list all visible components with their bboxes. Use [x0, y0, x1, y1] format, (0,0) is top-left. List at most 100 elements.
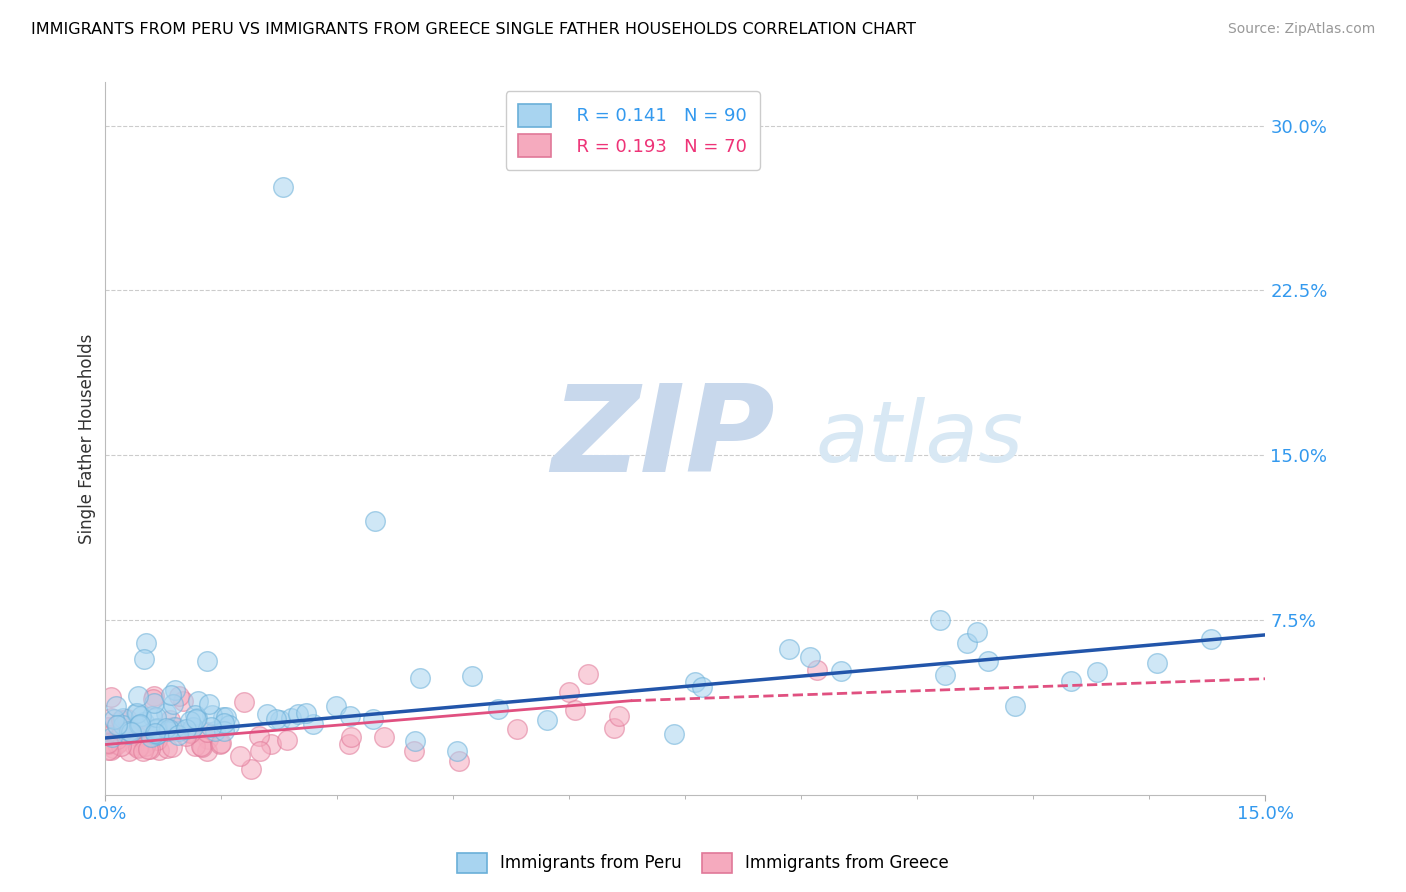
Point — [111, 717, 134, 731]
Point — [364, 514, 387, 528]
Point — [111, 725, 134, 739]
Point — [101, 740, 124, 755]
Point — [179, 724, 201, 739]
Point — [143, 696, 166, 710]
Point — [146, 733, 169, 747]
Point — [956, 636, 979, 650]
Point — [337, 738, 360, 752]
Point — [148, 726, 170, 740]
Point — [101, 730, 124, 744]
Point — [120, 724, 142, 739]
Point — [1199, 632, 1222, 646]
Point — [447, 754, 470, 768]
Point — [209, 737, 232, 751]
Point — [249, 744, 271, 758]
Point — [139, 730, 162, 744]
Point — [97, 737, 120, 751]
Point — [174, 729, 197, 743]
Point — [117, 726, 139, 740]
Point — [127, 741, 149, 756]
Point — [127, 690, 149, 704]
Point — [228, 748, 250, 763]
Point — [191, 740, 214, 755]
Point — [157, 722, 180, 736]
Point — [295, 706, 318, 720]
Point — [125, 706, 148, 720]
Point — [129, 709, 152, 723]
Point — [929, 613, 952, 627]
Point — [506, 723, 529, 737]
Point — [209, 735, 232, 749]
Point — [287, 706, 309, 721]
Point — [536, 713, 558, 727]
Point — [181, 721, 204, 735]
Point — [179, 726, 201, 740]
Point — [662, 727, 685, 741]
Point — [1085, 665, 1108, 680]
Point — [122, 738, 145, 752]
Point — [373, 730, 395, 744]
Point — [105, 737, 128, 751]
Point — [146, 726, 169, 740]
Point — [197, 732, 219, 747]
Point — [145, 710, 167, 724]
Point — [100, 743, 122, 757]
Point — [100, 690, 122, 704]
Point — [97, 735, 120, 749]
Point — [446, 744, 468, 758]
Point — [100, 710, 122, 724]
Point — [264, 712, 287, 726]
Point — [125, 706, 148, 720]
Point — [105, 718, 128, 732]
Point — [112, 711, 135, 725]
Point — [187, 694, 209, 708]
Point — [115, 713, 138, 727]
Point — [799, 650, 821, 665]
Point — [160, 688, 183, 702]
Point — [603, 721, 626, 735]
Point — [134, 736, 156, 750]
Point — [260, 737, 283, 751]
Point — [136, 742, 159, 756]
Point — [409, 671, 432, 685]
Point — [214, 723, 236, 738]
Point — [139, 742, 162, 756]
Point — [607, 708, 630, 723]
Point — [167, 690, 190, 704]
Point — [966, 625, 988, 640]
Point — [212, 715, 235, 730]
Point — [105, 699, 128, 714]
Point — [135, 636, 157, 650]
Point — [271, 180, 294, 194]
Point — [1146, 656, 1168, 670]
Point — [163, 720, 186, 734]
Point — [201, 708, 224, 723]
Point — [198, 697, 221, 711]
Point — [176, 722, 198, 736]
Point — [195, 654, 218, 668]
Point — [184, 712, 207, 726]
Point — [184, 739, 207, 754]
Point — [280, 711, 302, 725]
Point — [564, 703, 586, 717]
Point — [685, 674, 707, 689]
Point — [110, 713, 132, 727]
Point — [155, 721, 177, 735]
Text: ZIP: ZIP — [551, 380, 775, 497]
Point — [97, 720, 120, 734]
Point — [195, 744, 218, 758]
Point — [340, 731, 363, 745]
Point — [132, 714, 155, 729]
Point — [186, 711, 208, 725]
Point — [129, 716, 152, 731]
Point — [486, 702, 509, 716]
Point — [200, 720, 222, 734]
Point — [128, 718, 150, 732]
Point — [145, 728, 167, 742]
Point — [806, 663, 828, 677]
Point — [1060, 673, 1083, 688]
Point — [830, 664, 852, 678]
Point — [97, 734, 120, 748]
Point — [576, 667, 599, 681]
Point — [127, 729, 149, 743]
